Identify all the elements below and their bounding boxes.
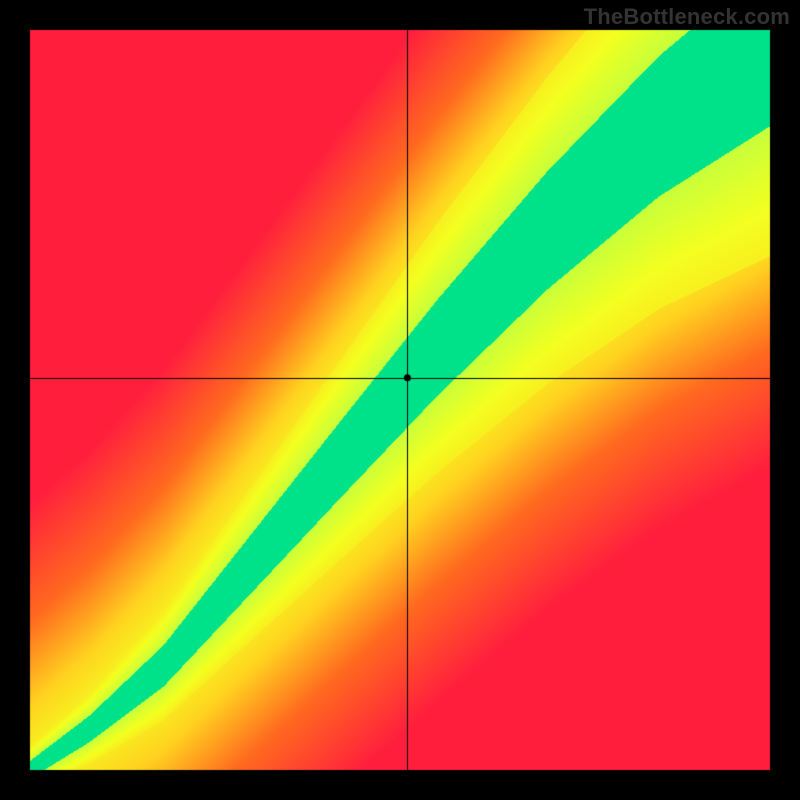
chart-stage: TheBottleneck.com — [0, 0, 800, 800]
bottleneck-heatmap-canvas — [0, 0, 800, 800]
watermark: TheBottleneck.com — [584, 4, 790, 30]
